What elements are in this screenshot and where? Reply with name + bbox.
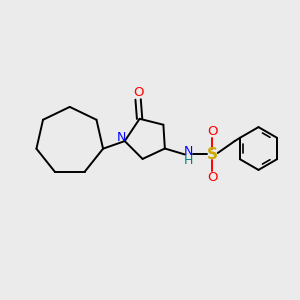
Text: O: O: [207, 171, 218, 184]
Text: S: S: [207, 147, 218, 162]
Text: H: H: [184, 154, 193, 167]
Text: N: N: [116, 131, 126, 144]
Text: N: N: [184, 145, 193, 158]
Text: O: O: [207, 125, 218, 138]
Text: O: O: [133, 86, 143, 99]
